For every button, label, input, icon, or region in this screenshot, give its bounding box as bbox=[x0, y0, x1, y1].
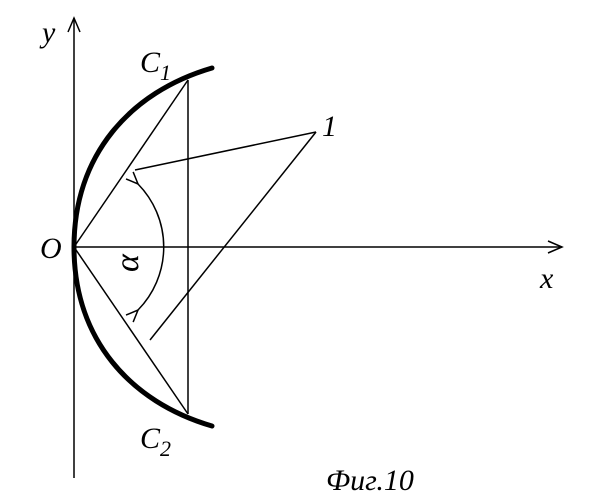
figure-caption: Фиг.10 bbox=[326, 464, 414, 497]
x-axis-label: x bbox=[539, 262, 554, 295]
reference-label: 1 bbox=[322, 110, 337, 143]
origin-label: O bbox=[40, 232, 62, 265]
y-axis-label: y bbox=[39, 16, 56, 49]
c1-subscript: 1 bbox=[160, 60, 171, 85]
c1-label: C bbox=[140, 46, 161, 79]
alpha-label: α bbox=[109, 253, 146, 272]
c2-subscript: 2 bbox=[160, 436, 171, 461]
c2-label: C bbox=[140, 422, 161, 455]
